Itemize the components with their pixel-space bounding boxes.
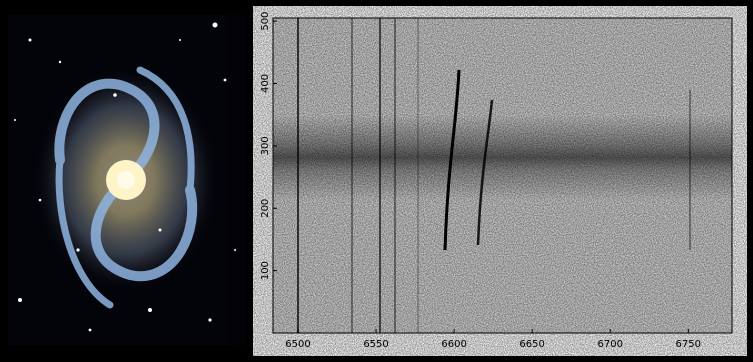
- y-tick-label: 200: [260, 199, 271, 218]
- y-tick-label: 300: [260, 136, 271, 155]
- x-tick-label: 6650: [519, 339, 544, 350]
- x-tick-label: 6600: [441, 339, 466, 350]
- y-tick-label: 400: [260, 74, 271, 93]
- spectrum-plot: [272, 17, 733, 334]
- galaxy-image: [8, 15, 246, 345]
- x-tick-label: 6750: [676, 339, 701, 350]
- x-tick-label: 6500: [285, 339, 310, 350]
- x-tick-label: 6700: [597, 339, 622, 350]
- x-tick-label: 6550: [363, 339, 388, 350]
- y-tick-label: 500: [260, 12, 271, 31]
- y-tick-label: 100: [260, 261, 271, 280]
